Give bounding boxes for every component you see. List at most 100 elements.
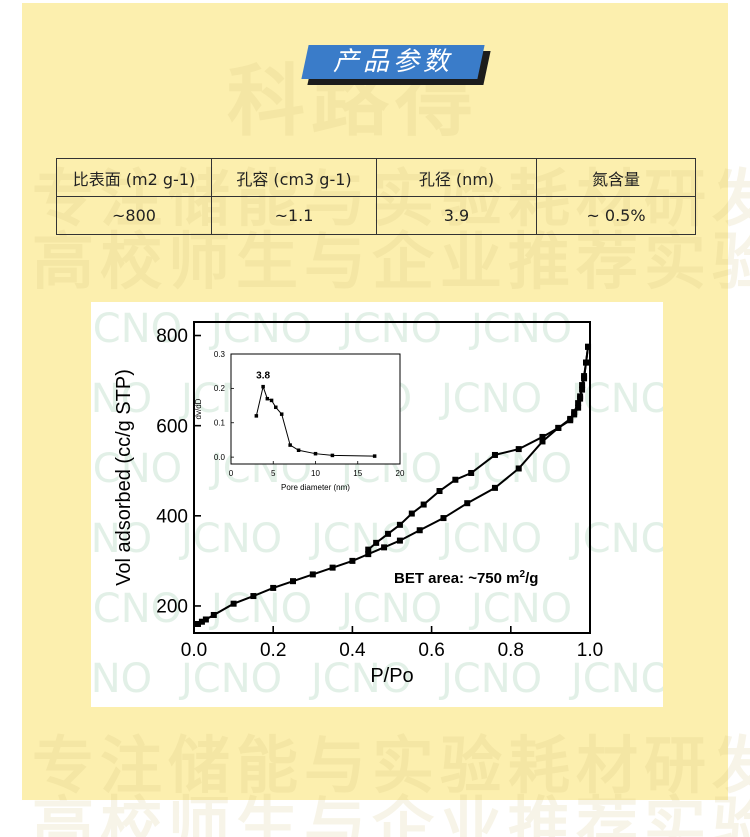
main-series-1-point [270,584,277,591]
main-series-1-point [440,515,447,522]
svg-text:JCNO: JCNO [178,516,282,562]
main-series-1-point [194,620,201,627]
main-series-1-point [349,557,356,564]
inset-series-1-point [265,396,270,401]
main-y-tick-label: 800 [156,326,188,347]
inset-series-1-point [330,453,335,458]
main-x-tick-label: 0.2 [260,640,286,661]
main-series-2-point [436,488,443,495]
isotherm-chart: JCNO JCNO JCNO JCNO JCNO JCNO JCNO JCNO … [91,306,663,702]
svg-text:JCNO: JCNO [438,516,542,562]
bet-annotation: BET area: ~750 m2/g [394,569,538,587]
main-series-2-point [583,359,590,366]
inset-x-tick-label: 15 [353,469,362,478]
inset-series-1-point [288,443,292,447]
svg-text:JCNO: JCNO [438,656,542,702]
main-series-2-point [581,375,588,382]
main-series-2-point [491,451,498,458]
cell-surface-area: ~800 [56,196,212,235]
watermark-line2-top: 高校师生与企业推荐实验品牌 [32,225,750,298]
main-series-1-point [396,537,403,544]
inset-series-1-point [261,384,265,389]
main-x-tick-label: 0.4 [339,640,366,661]
main-series-2-point [385,530,392,537]
svg-text:JCNO: JCNO [338,586,442,632]
inset-series-1-point [279,412,284,416]
main-series-1-point [230,600,237,607]
main-series-2-point [577,393,584,400]
inset-y-tick-label: 0.2 [214,384,226,393]
main-x-tick-label: 0.6 [418,640,444,661]
main-series-2-point [539,433,546,440]
watermark-line2-bottom: 高校师生与企业推荐实验品牌 [32,789,750,837]
svg-text:JCNO: JCNO [91,446,182,492]
main-y-tick-label: 200 [156,597,188,618]
params-table: 比表面 (m2 g-1) 孔容 (cm3 g-1) 孔径 (nm) 氮含量 ~8… [56,158,696,235]
svg-text:JCNO: JCNO [91,656,152,702]
main-series-1-point [416,527,423,534]
main-series-2-point [575,400,582,407]
main-x-tick-label: 1.0 [577,640,603,661]
main-series-2-point [396,521,403,528]
main-frame [193,321,591,634]
main-y-tick-label: 400 [156,506,188,527]
main-y-axis-label: Vol adsorbed (cc/g STP) [113,369,135,586]
inset-frame [230,353,401,465]
svg-text:JCNO: JCNO [91,516,152,562]
main-series-1-point [210,611,217,618]
svg-text:JCNO: JCNO [91,376,152,422]
inset-y-axis-label: dv/dD [194,398,203,419]
inset-series-1-point [269,398,274,403]
header-pore-size: 孔径 (nm) [376,158,537,197]
svg-text:JCNO: JCNO [208,306,312,352]
main-series-1-point [198,618,205,625]
inset-x-tick-label: 5 [271,469,276,478]
main-series-2-point [515,446,522,453]
svg-text:JCNO: JCNO [438,376,542,422]
inset-series-1-point [313,451,318,456]
main-x-tick-label: 0.8 [498,640,524,661]
main-x-axis-label: P/Po [370,665,413,687]
svg-text:JCNO: JCNO [338,306,442,352]
cell-pore-size: 3.9 [376,196,537,235]
inset-x-tick-label: 10 [311,469,320,478]
main-series-1-point [491,484,498,491]
main-series-1-point [575,404,582,411]
main-series-1-point [202,616,209,623]
main-series-1-point [381,544,388,551]
cell-nitrogen: ~ 0.5% [536,196,696,235]
svg-text:JCNO: JCNO [568,516,663,562]
main-series-1-point [515,465,522,472]
main-series-1-point [464,500,471,507]
table-row: ~800 ~1.1 3.9 ~ 0.5% [56,196,696,235]
main-y-tick-label: 600 [156,416,188,437]
cell-pore-volume: ~1.1 [211,196,377,235]
inset-y-tick-label: 0.1 [214,419,226,428]
main-series-1-point [309,571,316,578]
chart-image: JCNO JCNO JCNO JCNO JCNO JCNO JCNO JCNO … [91,302,663,707]
main-series-2-point [567,415,574,422]
svg-text:JCNO: JCNO [178,656,282,702]
svg-text:JCNO: JCNO [91,586,182,632]
main-series-2-point [452,476,459,483]
table-header-row: 比表面 (m2 g-1) 孔容 (cm3 g-1) 孔径 (nm) 氮含量 [56,158,696,197]
inset-y-tick-label: 0.3 [214,350,226,359]
main-series-2-point [365,546,372,553]
main-series-1-point [329,564,336,571]
main-series-2-point [420,501,427,508]
svg-text:JCNO: JCNO [468,306,572,352]
main-series-2-point [585,343,592,350]
main-series-2-point [555,424,562,431]
inset-series-1-point [372,454,377,458]
inset-y-tick-label: 0.0 [214,453,226,462]
section-banner: 产品参数 [301,45,491,85]
main-series-2-point [408,510,415,517]
watermark-line1-bottom: 专注储能与实验耗材研发生产 [32,729,750,802]
svg-text:JCNO: JCNO [91,306,182,352]
main-series-2-point [571,409,578,416]
main-series-2-point [579,386,586,393]
banner-title: 产品参数 [332,47,453,77]
inset-x-tick-label: 20 [396,469,405,478]
svg-text:JCNO: JCNO [308,516,412,562]
header-nitrogen: 氮含量 [536,158,696,197]
